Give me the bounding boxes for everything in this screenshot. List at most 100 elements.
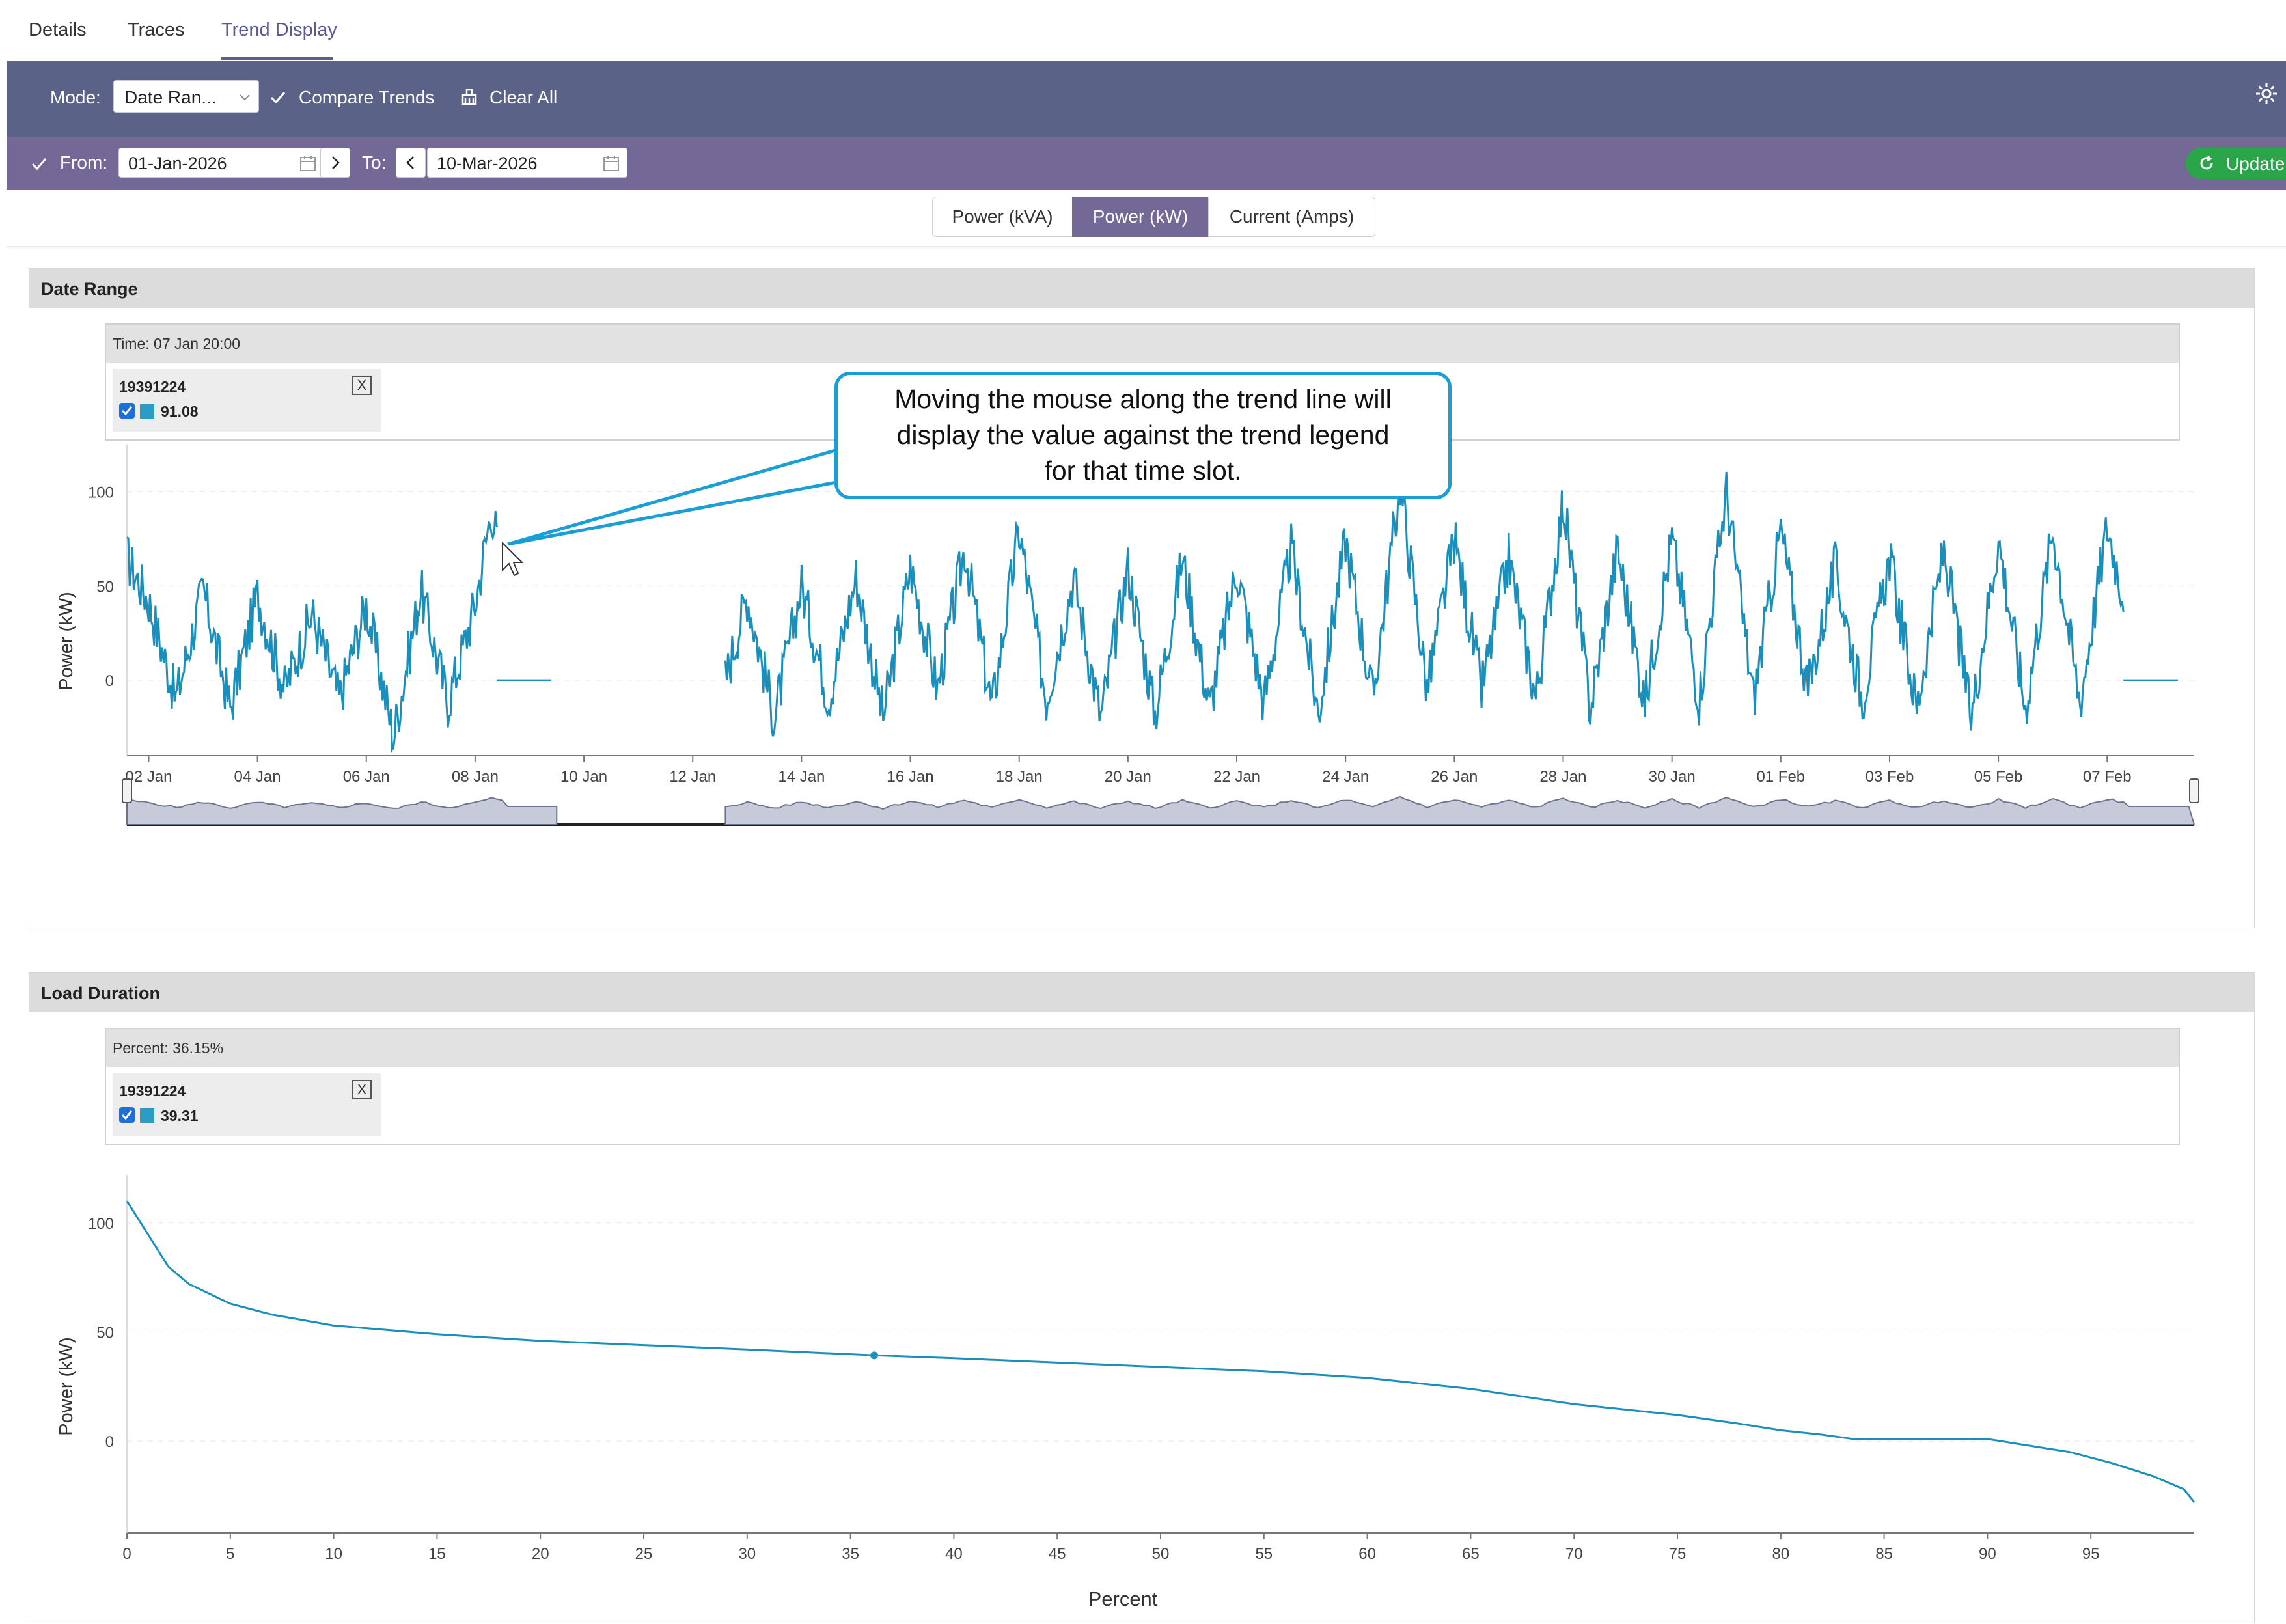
mode-label: Mode: — [50, 87, 101, 107]
x-tick-label: 08 Jan — [452, 768, 499, 786]
x-tick-label: 07 Feb — [2083, 768, 2132, 786]
x-tick-label: 60 — [1358, 1545, 1376, 1563]
callout-line-2: display the value against the trend lege… — [896, 420, 1390, 450]
navigator-handle — [122, 778, 132, 803]
update-button[interactable]: Update — [2186, 148, 2286, 179]
x-tick-label: 24 Jan — [1322, 768, 1369, 786]
trend-legend: 19391224 X 39.31 — [113, 1073, 381, 1136]
trend-line — [724, 471, 2125, 737]
x-axis-label: Percent — [1088, 1588, 1158, 1610]
y-axis-label: Power (kW) — [56, 1337, 77, 1435]
navigator-series — [126, 797, 558, 825]
chevron-right-icon — [332, 156, 340, 169]
load-duration-line — [126, 1200, 2196, 1503]
load-duration-panel: Load Duration Percent: 36.15% 19391224 X… — [29, 972, 2255, 1623]
x-tick-label: 12 Jan — [669, 768, 716, 786]
panel-header: Date Range — [29, 269, 2254, 308]
mode-select[interactable]: Date Ran... — [113, 80, 259, 113]
gear-icon[interactable] — [2253, 81, 2279, 107]
x-tick-label: 28 Jan — [1539, 768, 1586, 786]
to-date-input[interactable]: 10-Mar-2026 — [427, 148, 627, 178]
legend-checkbox[interactable] — [119, 403, 135, 419]
date-range-chart[interactable]: Power (kW) 0 50 100 02 Jan 04 Jan 06 Jan 08 Ja… — [29, 438, 2255, 842]
x-tick-label: 0 — [122, 1545, 131, 1563]
tab-details[interactable]: Details — [29, 20, 87, 40]
navigator-handle — [2189, 778, 2199, 803]
x-tick-label: 06 Jan — [343, 768, 390, 786]
tooltip-time: Time: 07 Jan 20:00 — [113, 335, 241, 352]
x-tick-label: 01 Feb — [1756, 768, 1805, 786]
date-toolbar: From: 01-Jan-2026 To: 10-Mar-2026 Update — [7, 137, 2286, 190]
check-icon[interactable] — [269, 89, 287, 107]
y-tick-label: 0 — [105, 672, 114, 690]
from-label: From: — [60, 152, 108, 172]
tab-traces[interactable]: Traces — [128, 20, 185, 40]
close-icon[interactable]: X — [352, 1080, 372, 1099]
tooltip-header: Time: 07 Jan 20:00 — [106, 325, 2179, 363]
panel-header: Load Duration — [29, 973, 2254, 1012]
x-tick-label: 15 — [428, 1545, 446, 1563]
x-tick-label: 18 Jan — [996, 768, 1043, 786]
date-range-panel: Date Range Time: 07 Jan 20:00 19391224 X… — [29, 268, 2255, 928]
unit-current-amps[interactable]: Current (Amps) — [1208, 197, 1375, 237]
y-axis-label: Power (kW) — [56, 592, 77, 690]
x-tick-label: 85 — [1875, 1545, 1893, 1563]
y-tick-label: 0 — [105, 1433, 114, 1451]
close-icon[interactable]: X — [352, 376, 372, 395]
x-tick-label: 50 — [1152, 1545, 1170, 1563]
clear-all-icon[interactable] — [460, 87, 479, 107]
tooltip-header: Percent: 36.15% — [106, 1029, 2179, 1067]
y-tick-label: 100 — [88, 484, 114, 501]
x-tick-label: 14 Jan — [778, 768, 825, 786]
legend-value: 91.08 — [161, 403, 199, 420]
x-tick-label: 45 — [1049, 1545, 1066, 1563]
trend-line — [126, 510, 498, 753]
navigator-series — [724, 795, 2196, 825]
legend-color-swatch — [140, 404, 154, 419]
compare-trends-toggle[interactable]: Compare Trends — [299, 87, 435, 107]
active-tab-indicator — [221, 57, 333, 60]
legend-checkbox[interactable] — [119, 1107, 135, 1123]
tab-trend-display[interactable]: Trend Display — [221, 20, 337, 40]
load-duration-chart[interactable]: Power (kW) Percent 0 50 100 0 5 10 15 20 25 30 35 4… — [29, 1168, 2255, 1624]
to-date-value: 10-Mar-2026 — [437, 154, 538, 173]
hover-tooltip: Percent: 36.15% 19391224 X 39.31 — [105, 1028, 2180, 1145]
unit-power-kva[interactable]: Power (kVA) — [932, 197, 1073, 237]
y-tick-label: 100 — [88, 1215, 114, 1233]
x-tick-label: 02 Jan — [125, 768, 172, 786]
update-label: Update — [2226, 154, 2285, 174]
tab-bar: Details Traces Trend Display — [0, 0, 2286, 61]
x-tick-label: 80 — [1772, 1545, 1789, 1563]
x-tick-label: 90 — [1979, 1545, 1996, 1563]
x-tick-label: 20 Jan — [1105, 768, 1151, 786]
legend-series-id: 19391224 — [119, 378, 186, 395]
calendar-icon[interactable] — [602, 154, 620, 172]
x-tick-label: 22 Jan — [1213, 768, 1260, 786]
clear-all-button[interactable]: Clear All — [489, 87, 558, 107]
mode-toolbar: Mode: Date Ran... Compare Trends Clear A… — [7, 61, 2286, 137]
x-tick-label: 10 Jan — [560, 768, 607, 786]
tooltip-percent: Percent: 36.15% — [113, 1039, 224, 1056]
x-tick-label: 10 — [325, 1545, 342, 1563]
callout-annotation: Moving the mouse along the trend line wi… — [834, 372, 1452, 499]
trend-legend: 19391224 X 91.08 — [113, 369, 381, 432]
panel-title: Date Range — [41, 279, 138, 299]
x-tick-label: 65 — [1462, 1545, 1480, 1563]
to-label: To: — [362, 152, 387, 172]
refresh-icon — [2200, 155, 2213, 170]
unit-power-kw[interactable]: Power (kW) — [1072, 197, 1209, 237]
x-tick-label: 04 Jan — [234, 768, 281, 786]
x-tick-label: 70 — [1565, 1545, 1583, 1563]
from-date-input[interactable]: 01-Jan-2026 — [118, 148, 324, 178]
legend-color-swatch — [140, 1108, 154, 1123]
x-tick-label: 26 Jan — [1431, 768, 1478, 786]
next-date-button[interactable] — [320, 148, 350, 178]
calendar-icon[interactable] — [299, 154, 317, 172]
hover-point-marker — [870, 1351, 879, 1360]
chevron-down-icon — [240, 94, 250, 101]
check-icon[interactable] — [30, 155, 48, 173]
x-tick-label: 35 — [842, 1545, 859, 1563]
prev-date-button[interactable] — [396, 148, 426, 178]
x-tick-label: 30 — [738, 1545, 756, 1563]
x-tick-label: 05 Feb — [1974, 768, 2023, 786]
